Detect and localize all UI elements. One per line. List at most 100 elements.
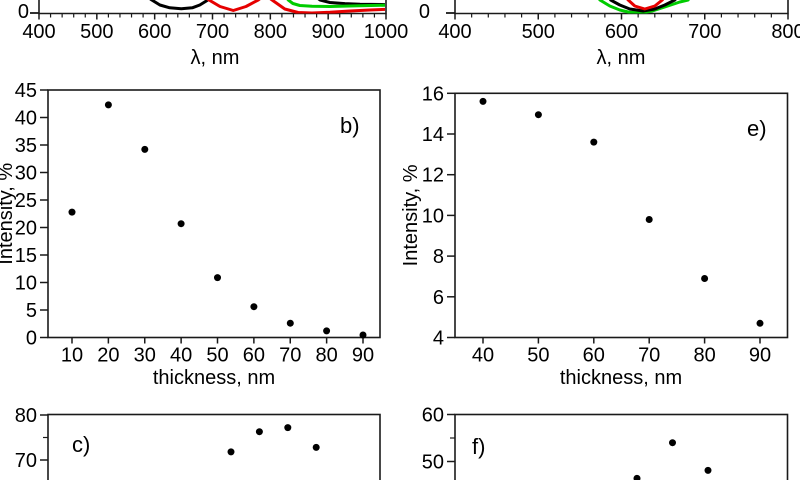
data-point — [250, 303, 258, 311]
curve-black-dip1 — [149, 0, 211, 11]
y-tick-label: 10 — [15, 273, 37, 295]
data-point — [323, 327, 331, 335]
x-tick-label: 80 — [316, 345, 338, 367]
x-tick-label: 80 — [693, 345, 715, 367]
x-tick-label: 900 — [311, 21, 344, 43]
y-tick-label: 50 — [422, 452, 444, 474]
x-axis-label: thickness, nm — [560, 367, 682, 389]
curve-red-dip1 — [206, 0, 261, 12]
curve-black-right — [317, 0, 385, 7]
x-tick-label: 30 — [134, 345, 156, 367]
panel-f: 50 60 f) — [422, 405, 789, 480]
data-point — [701, 275, 709, 282]
x-tick-label: 60 — [243, 345, 265, 367]
data-point — [177, 220, 185, 228]
y-tick-label: 15 — [15, 245, 37, 267]
y-tick-label: 45 — [15, 80, 37, 102]
panel-letter: e) — [747, 116, 767, 141]
x-tick-label: 600 — [605, 21, 638, 43]
x-tick-label: 90 — [749, 345, 771, 367]
y-tick-label: 5 — [26, 300, 37, 322]
y-tick-label: 80 — [15, 405, 37, 427]
plot-frame — [454, 92, 789, 339]
y-tick-label: 60 — [422, 405, 444, 427]
x-axis-label: λ, nm — [191, 47, 240, 69]
x-tick-label: 400 — [438, 21, 471, 43]
panel-letter: f) — [472, 434, 485, 459]
data-point — [479, 97, 487, 105]
x-tick-label: 40 — [472, 345, 494, 367]
data-point — [633, 474, 641, 480]
data-point — [669, 439, 676, 447]
x-tick-label: 500 — [522, 21, 555, 43]
data-point — [286, 319, 294, 327]
x-tick-label: 400 — [22, 21, 55, 43]
x-tick-label: 800 — [771, 21, 800, 43]
y-tick-label: 0 — [18, 1, 29, 23]
y-tick-label: 6 — [433, 287, 444, 309]
x-tick-label: 600 — [138, 21, 171, 43]
y-tick-label: 35 — [15, 135, 37, 157]
x-tick-label: 500 — [80, 21, 113, 43]
y-tick-label: 0 — [26, 328, 37, 350]
x-tick-label: 10 — [61, 345, 83, 367]
y-tick-label: 30 — [15, 163, 37, 185]
y-tick-label: 8 — [433, 246, 444, 268]
curves — [598, 0, 690, 14]
y-axis-label: Intensity, % — [0, 163, 17, 265]
y-tick-label: 25 — [15, 190, 37, 212]
curves — [149, 0, 385, 14]
plot-frame — [47, 413, 381, 480]
x-tick-label: 20 — [97, 345, 119, 367]
x-tick-label: 700 — [196, 21, 229, 43]
data-point — [312, 443, 320, 451]
x-axis-label: thickness, nm — [153, 367, 275, 389]
curve-green — [598, 0, 690, 14]
x-tick-label: 50 — [527, 345, 549, 367]
data-point — [68, 208, 76, 216]
x-tick-label: 40 — [170, 345, 192, 367]
y-tick-label: 14 — [422, 124, 444, 146]
x-tick-label: 70 — [638, 345, 660, 367]
y-tick-label: 16 — [422, 83, 444, 105]
y-tick-label: 10 — [422, 205, 444, 227]
x-tick-label: 800 — [254, 21, 287, 43]
panel-top-right-spectrum: 0 400 500 600 700 800 λ, nm — [419, 0, 800, 69]
data-point — [534, 111, 542, 119]
data-point — [227, 448, 235, 456]
data-point — [756, 319, 764, 327]
data-point — [359, 331, 367, 339]
curve-green — [286, 0, 385, 8]
x-tick-label: 60 — [583, 345, 605, 367]
curve-red — [626, 0, 665, 11]
y-tick-label: 20 — [15, 218, 37, 240]
y-tick-label: 4 — [433, 328, 444, 350]
x-tick-label: 90 — [352, 345, 374, 367]
y-axis-label: Intensity, % — [400, 164, 422, 266]
panel-c: 70 80 c) — [15, 405, 381, 480]
data-point — [214, 274, 221, 282]
data-point — [141, 145, 149, 153]
panel-letter: b) — [340, 113, 360, 138]
x-tick-label: 1000 — [364, 21, 409, 43]
x-axis-label: λ, nm — [597, 47, 646, 69]
plot-frame — [47, 89, 381, 339]
panel-e: 4 6 8 10 12 14 16 40 50 60 70 80 90 thickness, nm Inte… — [400, 83, 789, 389]
panel-b: 0 5 10 15 20 25 30 35 40 45 10 20 30 40 50 60 70 80 90 thic… — [0, 80, 381, 389]
y-tick-label: 12 — [422, 165, 444, 187]
curve-black — [608, 0, 677, 13]
data-point — [255, 428, 263, 436]
data-point — [590, 138, 598, 146]
x-tick-label: 50 — [206, 345, 228, 367]
data-point — [104, 101, 112, 109]
x-tick-label: 70 — [279, 345, 301, 367]
y-tick-label: 40 — [15, 108, 37, 130]
curve-red-dip2 — [269, 0, 385, 14]
y-tick-label: 70 — [15, 450, 37, 472]
panel-letter: c) — [72, 432, 90, 457]
x-tick-label: 700 — [688, 21, 721, 43]
data-point — [645, 216, 653, 223]
